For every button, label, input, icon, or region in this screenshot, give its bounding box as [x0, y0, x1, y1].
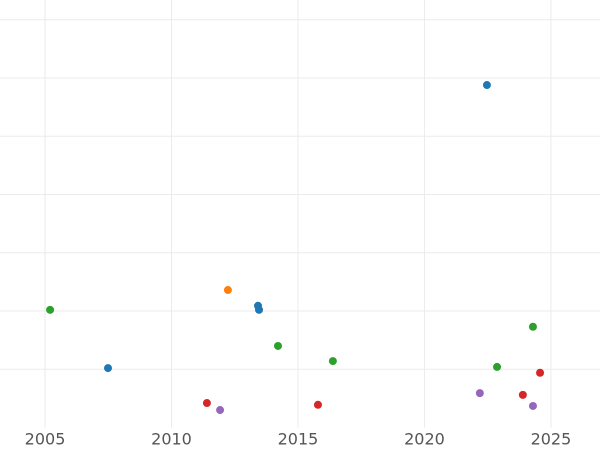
x-tick-label: 2010 — [151, 430, 192, 449]
x-tick-label: 2005 — [25, 430, 66, 449]
point — [482, 81, 491, 90]
point — [216, 406, 225, 415]
point — [328, 357, 337, 366]
x-tick-label: 2025 — [531, 430, 572, 449]
point — [273, 341, 282, 350]
point — [518, 390, 527, 399]
point — [528, 322, 537, 331]
point — [313, 400, 322, 409]
point — [536, 368, 545, 377]
x-tick-label: 2020 — [404, 430, 445, 449]
x-tick-label: 2015 — [278, 430, 319, 449]
point — [104, 364, 113, 373]
point — [528, 401, 537, 410]
point — [493, 362, 502, 371]
point — [46, 305, 55, 314]
point — [202, 399, 211, 408]
point — [475, 389, 484, 398]
point — [223, 286, 232, 295]
point — [255, 305, 264, 314]
